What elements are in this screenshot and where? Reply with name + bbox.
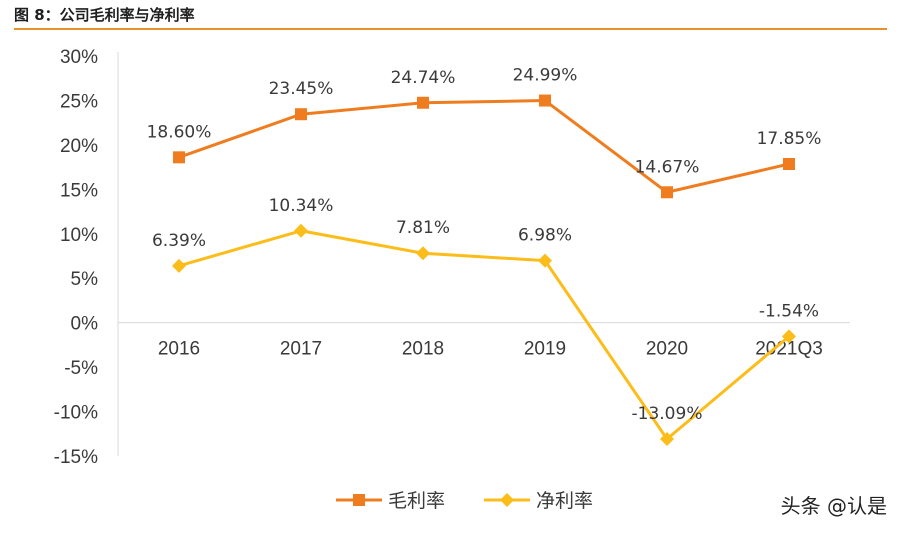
figure-title: 图 8：公司毛利率与净利率	[14, 6, 195, 24]
data-label: -1.54%	[759, 301, 819, 321]
x-tick-label: 2019	[524, 339, 566, 360]
data-point-marker	[539, 94, 551, 107]
data-label: 18.60%	[147, 122, 212, 142]
data-label: 6.98%	[518, 226, 572, 246]
y-tick-label: -10%	[54, 403, 98, 424]
data-label: 6.39%	[152, 231, 206, 251]
data-point-marker	[416, 246, 430, 261]
data-label: 24.99%	[513, 66, 578, 86]
data-label: 24.74%	[391, 68, 456, 88]
y-tick-label: 0%	[71, 314, 99, 335]
y-tick-label: 10%	[60, 225, 98, 246]
data-point-marker	[660, 432, 674, 447]
x-tick-label: 2020	[646, 339, 688, 360]
y-tick-label: 5%	[71, 269, 99, 290]
data-point-marker	[661, 186, 673, 199]
x-tick-label: 2018	[402, 339, 444, 360]
data-point-marker	[173, 151, 185, 164]
data-label: 7.81%	[396, 218, 450, 238]
y-tick-label: -5%	[64, 358, 98, 379]
x-tick-label: 2021Q3	[755, 339, 823, 360]
data-point-marker	[417, 96, 429, 109]
data-point-marker	[783, 158, 795, 170]
y-tick-label: 20%	[60, 136, 98, 157]
data-label: 14.67%	[635, 157, 700, 177]
series-line-1	[178, 99, 790, 194]
data-label: -13.09%	[632, 404, 703, 424]
watermark: 头条 @认是	[780, 494, 887, 518]
y-tick-label: 25%	[60, 91, 98, 112]
x-tick-label: 2016	[158, 339, 200, 360]
y-tick-label: -15%	[54, 447, 98, 468]
title-divider	[14, 28, 887, 30]
legend-marker	[353, 494, 365, 506]
data-point-marker	[294, 223, 308, 238]
data-point-marker	[538, 253, 552, 268]
legend-label: 毛利率	[388, 490, 445, 512]
y-tick-label: 15%	[60, 180, 98, 201]
y-tick-label: 30%	[60, 47, 98, 68]
data-label: 17.85%	[757, 129, 822, 149]
x-tick-label: 2017	[280, 339, 322, 360]
data-label: 23.45%	[269, 79, 334, 99]
legend-marker	[500, 493, 514, 507]
data-point-marker	[782, 329, 796, 344]
legend-label: 净利率	[536, 490, 593, 512]
data-point-marker	[172, 258, 186, 273]
series-line-2	[178, 229, 790, 441]
data-point-marker	[295, 108, 307, 121]
data-label: 10.34%	[269, 196, 334, 216]
